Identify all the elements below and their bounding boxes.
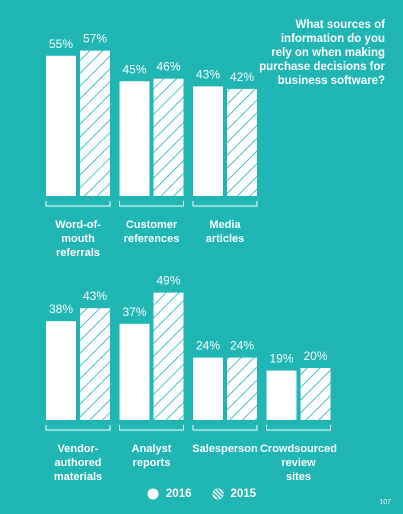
bar-2015 bbox=[227, 88, 257, 196]
data-label: 55% bbox=[49, 37, 73, 51]
data-label: 49% bbox=[156, 274, 180, 288]
legend: 2016 2015 bbox=[0, 488, 403, 500]
chart-title-line: information do you bbox=[280, 33, 385, 45]
data-label: 24% bbox=[230, 339, 254, 353]
category-label: mouth bbox=[61, 233, 95, 245]
category-label: referrals bbox=[56, 247, 100, 259]
legend-swatch-hatched-icon bbox=[212, 488, 223, 500]
bar-2015 bbox=[300, 368, 331, 420]
page-number: 107 bbox=[379, 499, 391, 506]
category-label: Vendor- bbox=[58, 443, 99, 455]
bar-2016 bbox=[119, 81, 150, 196]
category-label: Salesperson bbox=[192, 443, 258, 455]
bar-2016 bbox=[119, 323, 150, 420]
category-label: Media bbox=[209, 219, 241, 231]
data-label: 20% bbox=[303, 349, 327, 363]
legend-item-2016: 2016 bbox=[147, 488, 192, 500]
category-bracket bbox=[45, 201, 111, 207]
legend-item-2015: 2015 bbox=[212, 488, 257, 500]
legend-label-2015: 2015 bbox=[230, 488, 257, 500]
data-label: 43% bbox=[83, 289, 107, 303]
data-label: 43% bbox=[196, 67, 220, 81]
bar-2015 bbox=[153, 78, 184, 196]
category-label: reports bbox=[133, 457, 171, 469]
category-label: authored bbox=[54, 457, 101, 469]
bar-2015 bbox=[227, 357, 257, 420]
data-label: 46% bbox=[156, 60, 180, 74]
category-label: Analyst bbox=[132, 443, 172, 455]
bar-2016 bbox=[193, 357, 223, 420]
bar-2016 bbox=[46, 321, 76, 420]
category-bracket bbox=[266, 425, 331, 431]
data-label: 19% bbox=[269, 352, 293, 366]
chart-title-line: rely on when making bbox=[271, 47, 385, 59]
data-label: 42% bbox=[230, 70, 254, 84]
chart-title-line: business software? bbox=[277, 75, 385, 87]
bar-2015 bbox=[153, 292, 184, 420]
category-label: review bbox=[281, 457, 316, 469]
bar-2015 bbox=[80, 308, 110, 420]
category-bracket bbox=[192, 425, 258, 431]
data-label: 37% bbox=[122, 305, 146, 319]
category-bracket bbox=[119, 425, 184, 431]
chart-title: What sources of information do you rely … bbox=[195, 18, 385, 88]
category-label: references bbox=[124, 233, 180, 245]
category-label: articles bbox=[206, 233, 245, 245]
category-label: Crowdsourced bbox=[260, 443, 337, 455]
chart-title-line: What sources of bbox=[295, 19, 385, 31]
category-label: Word-of- bbox=[55, 219, 101, 231]
data-label: 38% bbox=[49, 302, 73, 316]
data-label: 57% bbox=[83, 32, 107, 46]
data-label: 45% bbox=[122, 62, 146, 76]
category-bracket bbox=[119, 201, 184, 207]
category-bracket bbox=[45, 425, 111, 431]
legend-swatch-solid-icon bbox=[147, 488, 159, 500]
data-label: 24% bbox=[196, 339, 220, 353]
chart-title-line: purchase decisions for bbox=[259, 61, 385, 73]
category-label: materials bbox=[54, 471, 102, 483]
category-label: Customer bbox=[126, 219, 178, 231]
category-bracket bbox=[192, 201, 258, 207]
bar-2016 bbox=[46, 55, 76, 196]
bar-2016 bbox=[266, 370, 297, 420]
bar-2015 bbox=[80, 50, 110, 197]
category-label: sites bbox=[286, 471, 311, 483]
legend-label-2016: 2016 bbox=[165, 488, 192, 500]
bar-2016 bbox=[193, 86, 223, 196]
